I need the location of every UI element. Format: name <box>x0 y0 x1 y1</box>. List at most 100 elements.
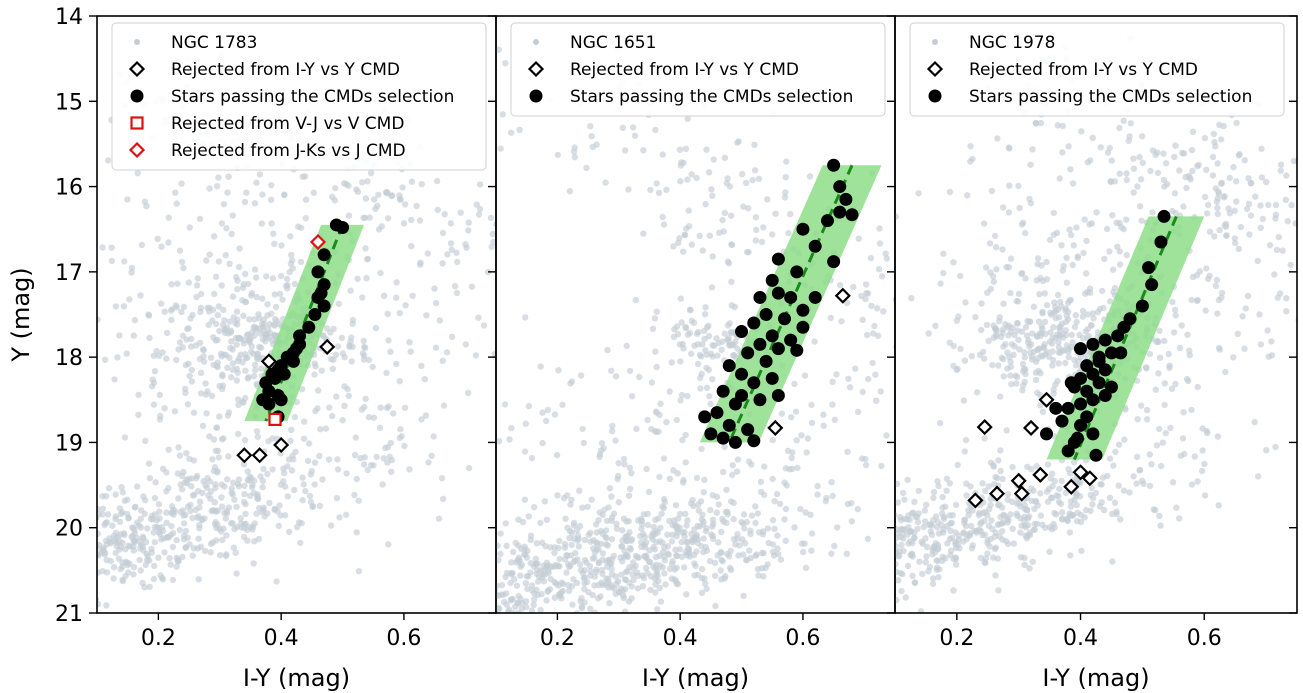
field-star-point <box>440 603 446 609</box>
field-star-point <box>1160 150 1167 157</box>
field-star-point <box>943 487 950 494</box>
field-star-point <box>68 423 74 429</box>
field-star-point <box>169 576 177 584</box>
member-star-point <box>1086 393 1100 407</box>
field-star-point <box>454 258 461 266</box>
field-star-point <box>339 636 345 642</box>
field-star-point <box>944 540 951 547</box>
field-star-point <box>820 422 827 429</box>
field-star-point <box>508 596 515 603</box>
field-star-point <box>888 546 894 552</box>
field-star-point <box>1166 364 1173 371</box>
field-star-point <box>1004 519 1011 526</box>
field-star-point <box>233 308 241 315</box>
field-star-point <box>260 465 267 473</box>
field-star-point <box>117 543 125 551</box>
field-star-point <box>167 307 175 314</box>
field-star-point <box>1252 193 1259 200</box>
field-star-point <box>176 247 184 254</box>
field-star-point <box>1011 331 1018 339</box>
field-star-point <box>417 259 424 266</box>
field-star-point <box>784 601 790 607</box>
field-star-point <box>218 494 225 501</box>
field-star-point <box>176 452 184 459</box>
field-star-point <box>964 192 971 199</box>
field-star-point <box>860 517 866 523</box>
field-star-point <box>905 540 912 547</box>
field-star-point <box>501 401 509 408</box>
field-star-point <box>940 515 948 522</box>
field-star-point <box>195 535 202 542</box>
field-star-point <box>146 583 153 590</box>
y-tick-label: 21 <box>55 602 83 627</box>
field-star-point <box>1071 323 1079 331</box>
field-star-point <box>678 391 686 399</box>
field-star-point <box>694 360 702 368</box>
field-star-point <box>329 193 336 201</box>
field-star-point <box>898 541 905 549</box>
field-star-point <box>441 211 448 218</box>
field-star-point <box>235 430 242 438</box>
field-star-point <box>1026 565 1033 572</box>
field-star-point <box>694 341 701 348</box>
field-star-point <box>685 207 692 214</box>
field-star-point <box>1090 315 1097 322</box>
field-star-point <box>1153 442 1161 449</box>
field-star-point <box>898 302 904 308</box>
field-star-point <box>639 245 645 251</box>
field-star-point <box>569 601 576 608</box>
field-star-point <box>1116 248 1123 255</box>
field-star-point <box>1007 372 1014 379</box>
field-star-point <box>819 563 825 569</box>
field-star-point <box>1247 212 1255 219</box>
field-star-point <box>1067 503 1075 510</box>
field-star-point <box>1111 499 1119 506</box>
field-star-point <box>1087 289 1094 296</box>
field-star-point <box>268 182 275 189</box>
field-star-point <box>196 498 204 505</box>
field-star-point <box>209 317 216 324</box>
field-star-point <box>9 602 15 608</box>
field-star-point <box>433 541 439 547</box>
field-star-point <box>638 543 645 550</box>
field-star-point <box>136 556 143 564</box>
field-star-point <box>643 539 650 546</box>
field-star-point <box>522 580 530 587</box>
field-star-point <box>848 588 854 594</box>
field-star-point <box>373 453 380 461</box>
field-star-point <box>673 552 681 559</box>
field-star-point <box>97 505 101 513</box>
field-star-point <box>703 146 710 153</box>
field-star-point <box>879 601 885 607</box>
field-star-point <box>0 581 5 587</box>
field-star-point <box>1161 183 1168 190</box>
field-star-point <box>705 169 713 176</box>
field-star-point <box>351 491 358 499</box>
field-star-point <box>73 508 79 514</box>
field-star-point <box>235 263 243 271</box>
field-star-point <box>581 580 588 587</box>
field-star-point <box>965 512 972 519</box>
field-star-point <box>1206 228 1214 235</box>
field-star-point <box>677 358 684 365</box>
field-star-point <box>621 461 628 468</box>
field-star-point <box>1254 257 1261 265</box>
field-star-point <box>624 238 630 244</box>
field-star-point <box>503 542 510 549</box>
field-star-point <box>459 616 465 622</box>
field-star-point <box>496 582 500 589</box>
field-star-point <box>359 179 366 186</box>
field-star-point <box>761 491 768 499</box>
field-star-point <box>609 427 616 435</box>
field-star-point <box>450 583 456 589</box>
field-star-point <box>341 354 348 361</box>
field-star-point <box>1050 209 1058 217</box>
field-star-point <box>230 544 237 551</box>
field-star-point <box>1037 402 1044 409</box>
field-star-point <box>233 341 240 348</box>
field-star-point <box>854 554 860 560</box>
field-star-point <box>345 212 353 219</box>
field-star-point <box>522 551 529 558</box>
field-star-point <box>155 554 162 561</box>
field-star-point <box>284 493 291 500</box>
